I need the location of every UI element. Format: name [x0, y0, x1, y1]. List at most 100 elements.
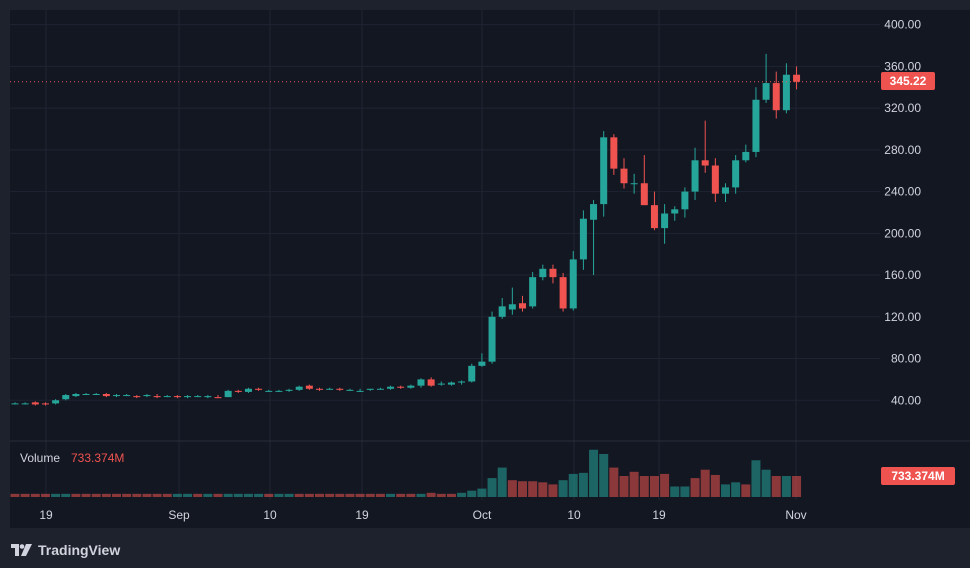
chart-frame: 40.00 80.00 120.00 160.00 200.00 240.00 280.00… — [10, 10, 970, 528]
volume-bar — [112, 493, 121, 497]
volume-bar — [629, 471, 639, 497]
candle-body — [691, 160, 699, 192]
candle-body — [630, 183, 638, 185]
grid-layer — [10, 10, 880, 500]
volume-bar — [61, 493, 71, 497]
y-tick-label: 40.00 — [891, 393, 921, 407]
candle-body — [244, 388, 252, 392]
candle-layer — [11, 53, 801, 406]
candle-body — [610, 137, 618, 169]
last-volume-label: 733.374M — [891, 469, 944, 483]
volume-bar — [436, 493, 446, 497]
candle-body — [478, 361, 486, 366]
volume-bar — [558, 480, 568, 497]
candle-body — [113, 395, 120, 397]
volume-bar — [599, 453, 609, 497]
candle-body — [600, 137, 608, 205]
volume-bar — [568, 473, 578, 497]
volume-bar — [183, 493, 193, 497]
volume-bar — [243, 493, 253, 497]
candle-body — [468, 365, 476, 382]
candle-body — [11, 403, 19, 405]
candle-body — [21, 403, 29, 405]
volume-bar — [91, 493, 101, 497]
footer: TradingView — [10, 538, 120, 562]
volume-bar — [457, 492, 467, 497]
candle-body — [681, 191, 689, 210]
time-axis[interactable]: 19 Sep 10 19 Oct 10 19 Nov — [39, 508, 806, 522]
x-tick-label: 10 — [567, 508, 581, 522]
x-tick-label: 19 — [39, 508, 53, 522]
candle-body — [549, 268, 557, 278]
candle-body — [508, 304, 516, 310]
candle-body — [793, 74, 801, 82]
x-tick-label: Sep — [168, 508, 190, 522]
volume-bar — [152, 493, 162, 497]
volume-bar — [274, 493, 284, 497]
volume-bar — [203, 493, 213, 497]
volume-bar — [304, 493, 314, 497]
y-tick-label: 320.00 — [884, 101, 921, 115]
volume-bar — [731, 482, 741, 497]
volume-bar — [710, 474, 720, 497]
volume-bar — [335, 493, 345, 497]
candlestick-chart[interactable]: 40.00 80.00 120.00 160.00 200.00 240.00 280.00… — [10, 10, 970, 528]
candle-body — [711, 165, 719, 194]
volume-bar — [548, 484, 558, 497]
candle-body — [356, 390, 364, 392]
y-tick-label: 400.00 — [884, 18, 921, 32]
volume-bar — [761, 469, 771, 497]
candle-body — [295, 386, 303, 390]
volume-bar — [781, 476, 791, 497]
volume-bar — [264, 493, 274, 497]
candle-body — [82, 394, 90, 396]
volume-bar — [660, 473, 670, 497]
volume-bar — [81, 493, 91, 497]
candle-body — [752, 99, 760, 152]
candle-body — [590, 204, 598, 220]
volume-bar — [345, 493, 355, 497]
volume-bar — [386, 493, 396, 497]
candle-body — [407, 385, 415, 388]
volume-bar — [507, 480, 517, 497]
volume-legend-title: Volume — [20, 451, 60, 465]
volume-bar — [223, 493, 233, 497]
candle-body — [437, 383, 445, 385]
candle-body — [417, 379, 425, 386]
volume-bar — [467, 490, 477, 497]
volume-bar — [477, 488, 487, 497]
x-tick-label: 10 — [263, 508, 277, 522]
volume-bar — [741, 484, 751, 497]
candle-body — [52, 400, 60, 404]
candle-body — [234, 390, 242, 392]
volume-bar — [294, 493, 304, 497]
candle-body — [194, 396, 202, 398]
price-axis[interactable]: 40.00 80.00 120.00 160.00 200.00 240.00 280.00… — [884, 18, 921, 408]
volume-bar — [416, 493, 426, 497]
volume-bar — [497, 467, 507, 497]
volume-bar — [20, 493, 30, 497]
candle-body — [316, 388, 323, 390]
y-tick-label: 280.00 — [884, 143, 921, 157]
candle-body — [102, 394, 110, 397]
volume-bar — [487, 478, 497, 497]
volume-bar — [325, 493, 335, 497]
candle-body — [458, 381, 466, 383]
last-price-label: 345.22 — [890, 74, 927, 88]
candle-body — [498, 306, 506, 317]
candle-body — [772, 83, 780, 111]
volume-bar — [233, 493, 243, 497]
volume-bar — [315, 493, 324, 497]
volume-bar — [193, 493, 203, 497]
candle-body — [41, 403, 49, 405]
tradingview-logo-icon[interactable] — [10, 543, 34, 557]
volume-bar — [213, 493, 223, 497]
candle-body — [620, 168, 628, 184]
volume-bar — [771, 476, 781, 497]
tradingview-logo-text[interactable]: TradingView — [38, 542, 121, 558]
volume-bar — [396, 493, 406, 497]
volume-bar — [142, 493, 152, 497]
volume-bar — [751, 460, 761, 497]
candle-body — [722, 187, 729, 194]
volume-bar — [284, 493, 294, 497]
